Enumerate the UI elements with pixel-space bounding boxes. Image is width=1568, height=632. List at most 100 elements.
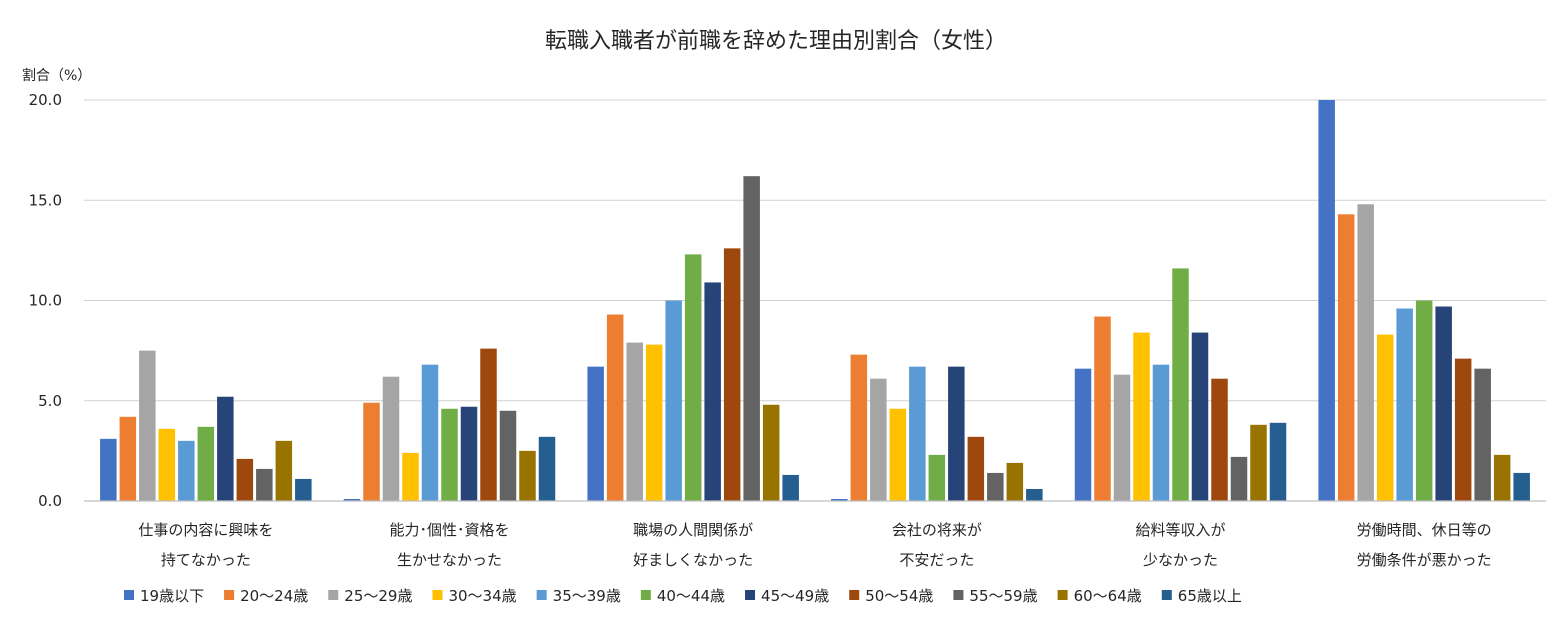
bar-19歳以下-5 xyxy=(1318,100,1335,501)
bar-50～54歳-3 xyxy=(967,436,985,501)
bar-30～34歳-2 xyxy=(645,344,663,501)
bar-65歳以上-3 xyxy=(1026,488,1043,501)
x-category-label: 少なかった xyxy=(1143,551,1218,569)
x-category-label: 給料等収入が xyxy=(1135,521,1225,539)
bars xyxy=(100,100,1530,502)
legend-label: 35～39歳 xyxy=(553,587,621,605)
legend-label: 19歳以下 xyxy=(140,587,204,605)
bar-40～44歳-1 xyxy=(441,408,458,501)
y-tick-label: 20.0 xyxy=(29,91,62,109)
bar-25～29歳-2 xyxy=(626,342,643,501)
legend-swatch xyxy=(1161,590,1172,600)
bar-25～29歳-3 xyxy=(870,378,887,501)
y-axis-title: 割合（%） xyxy=(22,67,91,84)
bar-50～54歳-1 xyxy=(480,348,497,501)
legend-label: 60～64歳 xyxy=(1074,587,1142,605)
bar-55～59歳-2 xyxy=(743,176,760,501)
x-category-label: 生かせなかった xyxy=(397,551,502,569)
bar-35～39歳-1 xyxy=(421,364,439,501)
y-tick-label: 0.0 xyxy=(38,492,62,510)
bar-60～64歳-3 xyxy=(1006,462,1024,501)
bar-35～39歳-3 xyxy=(909,366,926,501)
x-category-label: 労働時間、休日等の xyxy=(1357,521,1492,539)
legend-label: 55～59歳 xyxy=(969,587,1037,605)
bar-55～59歳-3 xyxy=(987,472,1004,501)
legend: 19歳以下 20～24歳 25～29歳 30～34歳 35～39歳 40～44歳 45～49… xyxy=(124,587,1242,605)
x-category-label: 不安だった xyxy=(899,551,974,569)
x-category-label: 仕事の内容に興味を xyxy=(138,521,273,539)
bar-30～34歳-4 xyxy=(1133,332,1150,501)
bar-30～34歳-3 xyxy=(889,408,907,501)
x-category-label: 能力･個性･資格を xyxy=(389,521,509,539)
bar-19歳以下-2 xyxy=(587,366,604,501)
bar-20～24歳-5 xyxy=(1337,214,1355,501)
bar-45～49歳-2 xyxy=(704,282,721,501)
bar-40～44歳-2 xyxy=(684,254,702,501)
bar-35～39歳-2 xyxy=(665,300,682,501)
legend-label: 40～44歳 xyxy=(657,587,725,605)
bar-55～59歳-0 xyxy=(256,468,273,501)
bar-65歳以上-0 xyxy=(295,478,312,501)
bar-19歳以下-1 xyxy=(343,499,361,501)
bar-25～29歳-1 xyxy=(382,376,400,501)
bar-19歳以下-0 xyxy=(100,438,117,501)
bar-45～49歳-3 xyxy=(948,366,965,501)
y-axis-ticks: 0.0 5.0 10.0 15.0 20.0 xyxy=(29,91,62,510)
bar-55～59歳-1 xyxy=(499,410,517,501)
bar-60～64歳-1 xyxy=(519,450,536,502)
bar-19歳以下-3 xyxy=(831,499,848,501)
bar-50～54歳-2 xyxy=(723,248,741,501)
bar-25～29歳-4 xyxy=(1113,374,1131,501)
legend-swatch xyxy=(536,590,547,600)
legend-label: 30～34歳 xyxy=(448,587,516,605)
bar-20～24歳-3 xyxy=(850,354,868,501)
x-category-label: 労働条件が悪かった xyxy=(1357,551,1492,569)
bar-35～39歳-5 xyxy=(1396,308,1413,501)
legend-swatch xyxy=(432,590,443,600)
x-category-label: 会社の将来が xyxy=(892,521,982,539)
bar-65歳以上-1 xyxy=(538,436,556,501)
bar-30～34歳-1 xyxy=(402,452,419,501)
legend-swatch xyxy=(745,590,756,600)
legend-swatch xyxy=(849,590,860,600)
bar-30～34歳-5 xyxy=(1376,334,1394,501)
x-category-label: 好ましくなかった xyxy=(633,551,753,569)
legend-swatch xyxy=(328,590,339,600)
bar-60～64歳-0 xyxy=(275,440,293,501)
bar-55～59歳-4 xyxy=(1230,456,1248,501)
bar-40～44歳-0 xyxy=(197,426,215,501)
bar-25～29歳-0 xyxy=(139,350,156,502)
legend-label: 45～49歳 xyxy=(761,587,829,605)
legend-swatch xyxy=(1057,590,1068,600)
bar-65歳以上-2 xyxy=(782,474,799,501)
y-tick-label: 5.0 xyxy=(38,392,62,410)
bar-55～59歳-5 xyxy=(1474,368,1491,501)
bar-35～39歳-0 xyxy=(178,440,195,501)
bar-60～64歳-2 xyxy=(762,404,780,501)
bar-60～64歳-4 xyxy=(1250,424,1267,501)
legend-label: 50～54歳 xyxy=(865,587,933,605)
y-tick-label: 10.0 xyxy=(29,292,62,310)
chart-title: 転職入職者が前職を辞めた理由別割合（女性） xyxy=(545,29,1007,54)
legend-label: 20～24歳 xyxy=(240,587,308,605)
gridlines xyxy=(84,99,1546,402)
bar-45～49歳-0 xyxy=(217,396,234,501)
bar-60～64歳-5 xyxy=(1493,454,1511,501)
legend-swatch xyxy=(124,590,134,600)
bar-65歳以上-5 xyxy=(1513,472,1530,501)
bar-50～54歳-4 xyxy=(1211,378,1228,501)
legend-label: 65歳以上 xyxy=(1178,587,1242,605)
legend-swatch xyxy=(953,590,964,600)
bar-20～24歳-2 xyxy=(606,314,624,501)
bar-20～24歳-4 xyxy=(1094,316,1111,501)
bar-50～54歳-0 xyxy=(236,458,254,501)
bar-40～44歳-3 xyxy=(928,454,946,501)
bar-50～54歳-5 xyxy=(1454,358,1472,501)
bar-40～44歳-4 xyxy=(1172,268,1189,501)
bar-45～49歳-4 xyxy=(1191,332,1209,501)
legend-swatch xyxy=(224,590,235,600)
legend-label: 25～29歳 xyxy=(344,587,412,605)
bar-45～49歳-1 xyxy=(460,406,478,501)
